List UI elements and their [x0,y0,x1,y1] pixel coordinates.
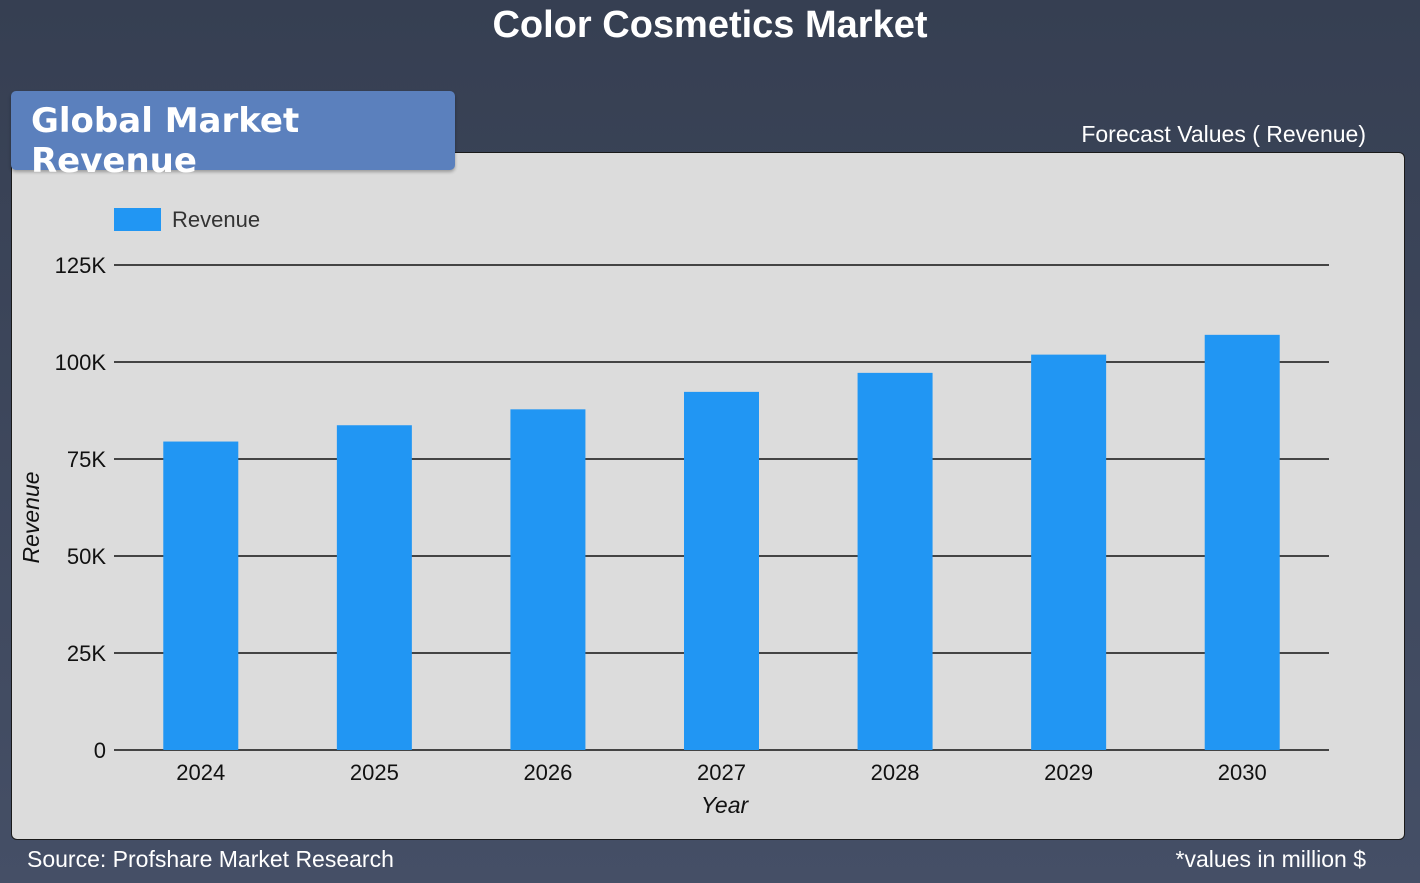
x-tick-label: 2026 [523,760,572,785]
x-tick-label: 2027 [697,760,746,785]
bar [1204,334,1280,750]
x-tick-label: 2028 [871,760,920,785]
bar-chart: 0 25K 50K 75K 100K 125K 2024 2025 2026 2027 2028 20… [18,207,1329,818]
legend-swatch [114,208,161,231]
y-tick-label: 75K [67,447,106,472]
y-tick-label: 100K [55,350,107,375]
bar [336,425,412,750]
bar [684,391,759,750]
y-tick-label: 0 [94,738,106,763]
x-tick-label: 2025 [350,760,399,785]
bar [1031,354,1107,750]
source-label: Source: Profshare Market Research [27,846,394,872]
units-note: *values in million $ [1175,846,1366,872]
bar [510,409,586,750]
section-badge: Global Market Revenue [11,91,455,181]
y-tick-label: 25K [67,641,106,666]
forecast-label: Forecast Values ( Revenue) [1081,121,1366,147]
x-tick-label: 2030 [1218,760,1267,785]
chart-title: Color Cosmetics Market [492,4,928,46]
bar [163,441,239,750]
legend-label: Revenue [172,207,260,232]
bar [857,372,933,750]
y-tick-label: 50K [67,544,106,569]
y-tick-label: 125K [55,253,107,278]
section-badge-label: Global Market Revenue [31,101,300,181]
chart-panel: 0 25K 50K 75K 100K 125K 2024 2025 2026 2027 2028 20… [11,152,1405,840]
x-axis-label: Year [701,792,750,818]
x-tick-label: 2029 [1044,760,1093,785]
x-tick-label: 2024 [176,760,225,785]
y-axis-label: Revenue [18,471,44,563]
